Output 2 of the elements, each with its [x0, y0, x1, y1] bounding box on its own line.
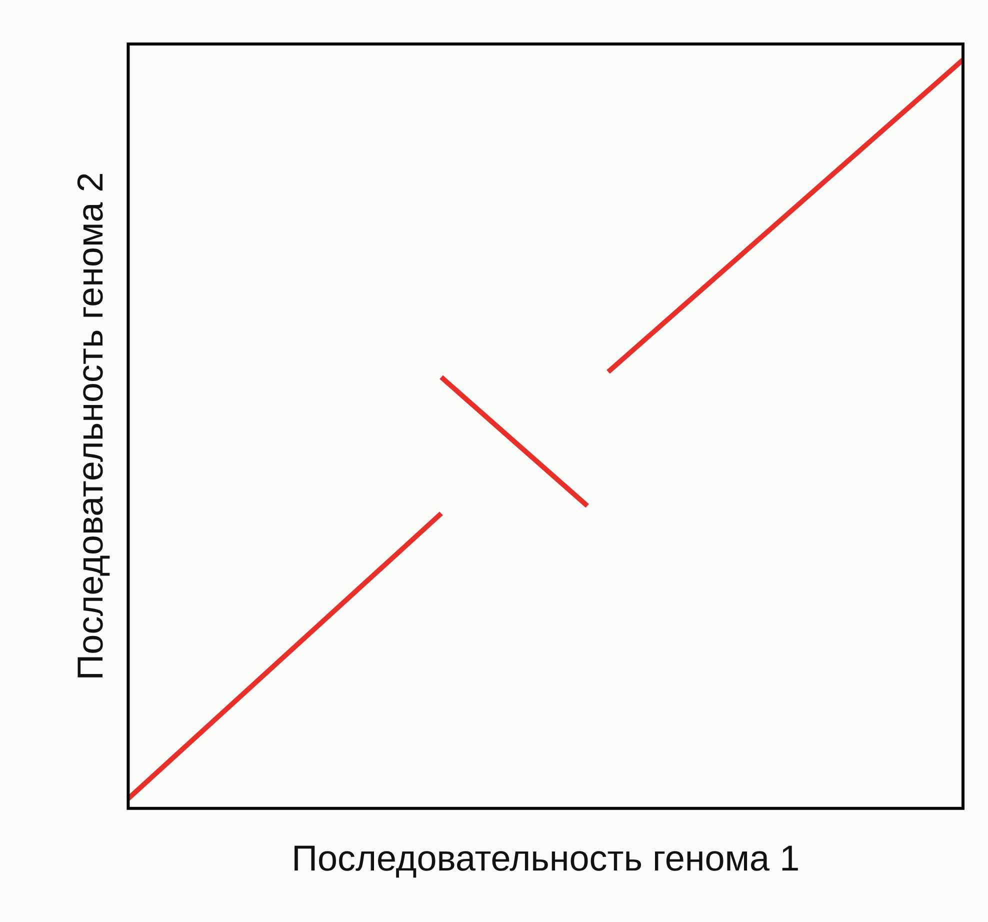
y-axis-title: Последовательность генома 2: [70, 172, 111, 680]
x-axis-title: Последовательность генома 1: [292, 837, 800, 878]
